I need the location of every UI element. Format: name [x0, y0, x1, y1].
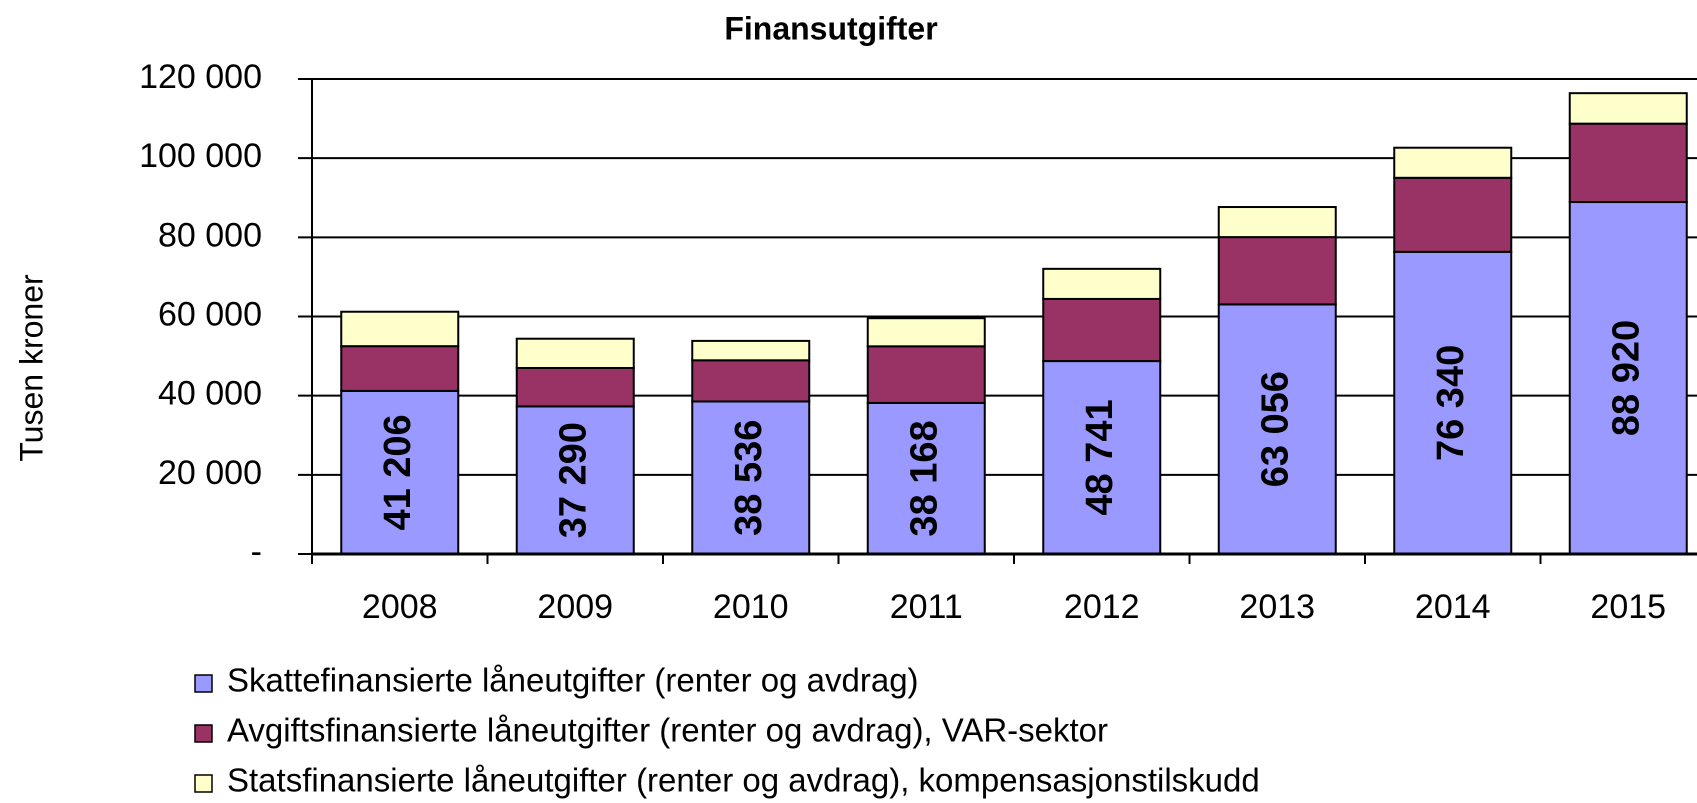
bar-segment [340, 345, 460, 392]
bar-segment [1042, 297, 1162, 363]
bar-segment [1042, 360, 1162, 555]
bar-segment [866, 317, 986, 348]
bar-segment [691, 339, 811, 362]
y-axis-label: Tusen kroner [13, 274, 49, 462]
bar-segment [1393, 146, 1513, 179]
data-label: 48 741 [1079, 399, 1121, 515]
bar-segment [340, 389, 460, 555]
bar-segment [691, 400, 811, 555]
x-tick-label: 2011 [890, 588, 963, 626]
legend-swatch [194, 674, 213, 693]
bar-segment [340, 310, 460, 348]
x-tick-label: 2012 [1064, 588, 1140, 626]
bar-segment [1217, 303, 1337, 555]
bar-segment [1568, 122, 1688, 204]
chart-title: Finansutgifter [724, 10, 937, 46]
y-tick-label: 60 000 [158, 295, 262, 333]
legend-label: Statsfinansierte låneutgifter (renter og… [227, 762, 1260, 799]
bar-segment [1568, 201, 1688, 555]
data-label: 38 536 [728, 420, 770, 536]
y-tick-label: 80 000 [158, 216, 262, 254]
x-tick-label: 2013 [1239, 588, 1315, 626]
y-tick-label: 20 000 [158, 454, 262, 492]
legend-swatch [194, 724, 213, 743]
bar-segment [691, 359, 811, 403]
data-label: 63 056 [1254, 371, 1296, 487]
x-tick-label: 2015 [1590, 588, 1666, 626]
x-tick-label: 2014 [1415, 588, 1491, 626]
y-tick-label: - [251, 533, 262, 571]
data-label: 88 920 [1605, 320, 1647, 436]
x-tick-label: 2010 [713, 588, 789, 626]
bar-segment [1217, 236, 1337, 306]
bar-segment [866, 345, 986, 404]
legend-label: Skattefinansierte låneutgifter (renter o… [227, 662, 919, 699]
bar-segment [515, 366, 635, 408]
y-tick-label: 100 000 [139, 137, 262, 175]
x-tick-label: 2009 [537, 588, 613, 626]
data-label: 37 290 [552, 422, 594, 538]
bar-segment [1568, 92, 1688, 125]
legend-label: Avgiftsfinansierte låneutgifter (renter … [227, 712, 1108, 749]
data-label: 41 206 [377, 414, 419, 530]
bar-segment [515, 405, 635, 555]
legend-swatch [194, 774, 213, 793]
data-label: 76 340 [1430, 345, 1472, 461]
bar-segment [1042, 267, 1162, 300]
y-tick-label: 40 000 [158, 375, 262, 413]
y-tick-label: 120 000 [139, 58, 262, 96]
bar-segment [515, 337, 635, 369]
bar-segment [1393, 176, 1513, 253]
x-tick-label: 2008 [362, 588, 438, 626]
bar-segment [1217, 206, 1337, 239]
data-label: 38 168 [903, 420, 945, 536]
